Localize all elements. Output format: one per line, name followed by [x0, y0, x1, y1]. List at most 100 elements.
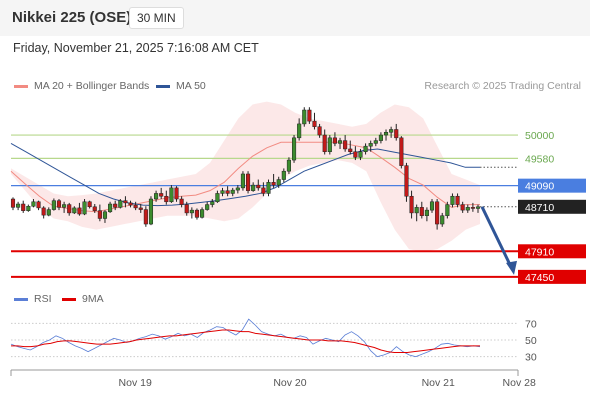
- projection-arrow-head: [506, 260, 517, 275]
- candle-up: [266, 182, 271, 194]
- candle-up: [51, 200, 56, 210]
- level-label-text: 49580: [525, 153, 554, 165]
- candle-up: [440, 215, 445, 225]
- level-label-box: [518, 269, 586, 284]
- candle-up: [82, 201, 87, 215]
- candle-up: [276, 179, 281, 186]
- ma20-line: [10, 141, 480, 213]
- rsi-level-label: 30: [525, 352, 537, 364]
- bollinger-band: [11, 101, 480, 252]
- level-label-text: 47910: [525, 246, 554, 258]
- candle-down: [36, 201, 41, 209]
- candle-up: [291, 137, 297, 161]
- candle-down: [470, 207, 475, 209]
- candle-up: [302, 109, 307, 125]
- legend-rsi[interactable]: RSI: [14, 293, 52, 305]
- level-label-box: [518, 199, 586, 214]
- candle-down: [77, 207, 82, 215]
- candle-up: [205, 204, 210, 210]
- candle-up: [368, 143, 373, 147]
- candle-down: [56, 200, 62, 208]
- candle-up: [189, 209, 194, 214]
- candle-up: [235, 187, 240, 191]
- candle-down: [128, 202, 133, 206]
- candle-down: [261, 187, 266, 194]
- legend-9ma-label: 9MA: [82, 293, 104, 305]
- candle-up: [251, 184, 256, 191]
- x-tick-label: Nov 19: [119, 377, 152, 389]
- candle-down: [184, 204, 189, 214]
- candle-up: [297, 123, 302, 139]
- candle-up: [210, 201, 215, 205]
- candle-down: [138, 207, 143, 210]
- candle-up: [286, 159, 291, 172]
- candle-down: [97, 210, 102, 219]
- candle-down: [123, 200, 128, 204]
- candle-down: [174, 187, 179, 200]
- rsi-swatch: [14, 297, 28, 301]
- timeframe-badge[interactable]: 30 MIN: [129, 7, 184, 29]
- candle-down: [194, 209, 200, 218]
- candle-down: [143, 209, 148, 225]
- candle-up: [72, 207, 77, 214]
- candle-up: [378, 134, 383, 141]
- legend-9ma[interactable]: 9MA: [62, 293, 104, 305]
- candle-up: [220, 190, 225, 194]
- ma9-swatch: [62, 297, 76, 301]
- x-tick-label: Nov 28: [503, 377, 536, 389]
- candle-up: [327, 137, 332, 152]
- candle-up: [46, 209, 51, 216]
- legend-rsi-label: RSI: [34, 293, 52, 305]
- x-tick-label: Nov 20: [273, 377, 306, 389]
- candle-up: [118, 200, 123, 208]
- level-label-box: [518, 178, 586, 193]
- copyright-text: Research © 2025 Trading Central: [424, 80, 581, 92]
- instrument-title: Nikkei 225 (OSE): [12, 9, 132, 26]
- x-tick-label: Nov 21: [422, 377, 455, 389]
- candle-down: [67, 204, 72, 214]
- candle-up: [215, 193, 220, 203]
- candle-up: [445, 204, 450, 216]
- ma50-swatch: [156, 84, 170, 88]
- candle-up: [169, 187, 174, 203]
- candle-down: [164, 195, 169, 203]
- level-label-box: [518, 244, 586, 259]
- projection-arrow-shaft: [480, 206, 514, 270]
- candle-down: [343, 140, 348, 150]
- candle-down: [179, 198, 184, 205]
- rsi-line: [10, 318, 481, 358]
- candle-up: [240, 173, 245, 189]
- candle-down: [92, 206, 97, 211]
- candle-down: [435, 201, 440, 225]
- candle-up: [424, 209, 429, 216]
- bollinger-swatch: [14, 84, 28, 88]
- candle-down: [409, 195, 414, 214]
- datetime-stamp: Friday, November 21, 2025 7:16:08 AM CET: [13, 41, 259, 55]
- candle-up: [389, 129, 394, 133]
- candle-down: [404, 165, 409, 197]
- candle-up: [148, 198, 154, 225]
- candle-up: [200, 209, 205, 218]
- candle-up: [31, 201, 36, 207]
- candle-up: [429, 201, 435, 211]
- candle-down: [317, 126, 322, 136]
- candle-down: [332, 137, 337, 144]
- candle-down: [312, 120, 317, 127]
- level-label-text: 47450: [525, 272, 554, 284]
- rsi-level-label: 70: [525, 318, 537, 330]
- legend-ma50[interactable]: MA 50: [156, 80, 206, 92]
- candle-down: [460, 204, 465, 211]
- candle-up: [337, 140, 343, 144]
- candle-up: [102, 211, 108, 219]
- candle-down: [322, 134, 327, 152]
- candle-down: [399, 137, 404, 166]
- candle-down: [348, 148, 353, 152]
- legend-bollinger[interactable]: MA 20 + Bollinger Bands: [14, 80, 149, 92]
- candle-up: [26, 205, 31, 211]
- candle-up: [450, 195, 455, 205]
- candle-down: [246, 173, 251, 191]
- candle-up: [363, 145, 368, 152]
- candle-up: [230, 189, 235, 194]
- candle-down: [87, 201, 92, 208]
